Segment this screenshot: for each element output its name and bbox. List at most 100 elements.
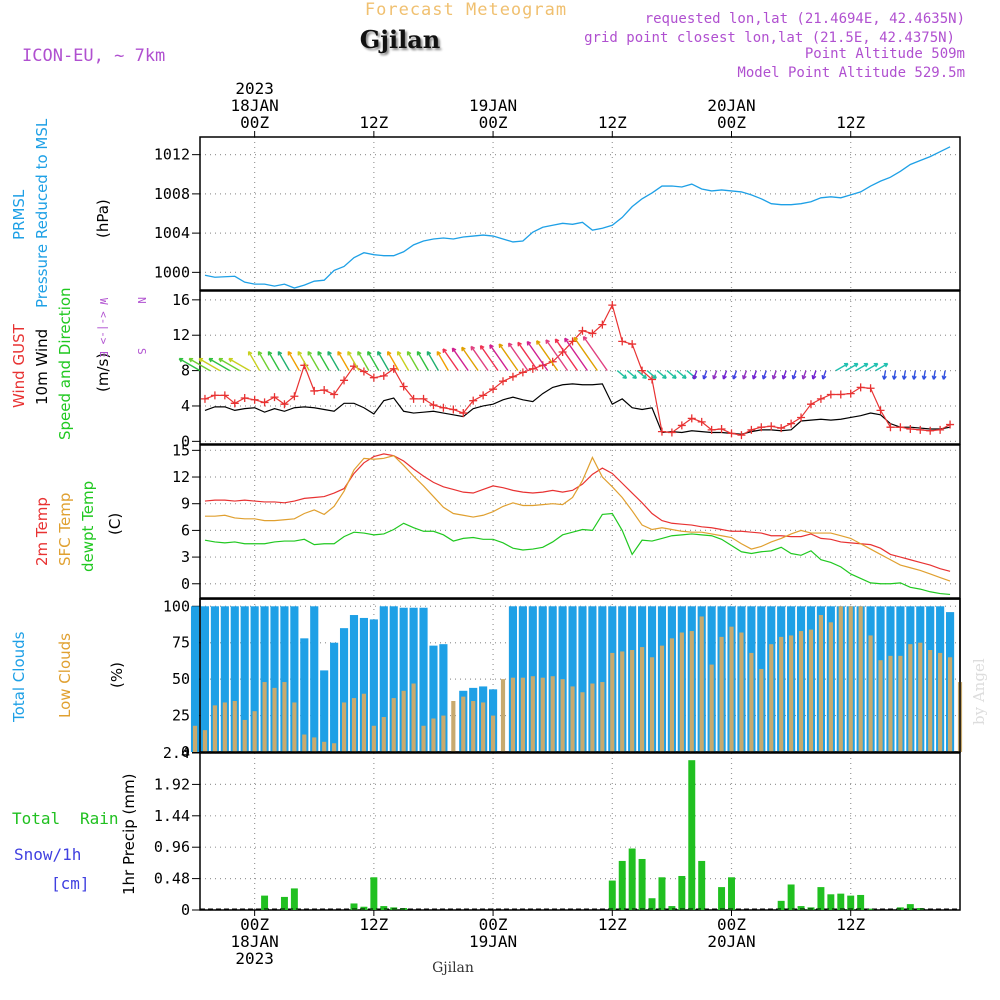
y-tick-label: 9 <box>181 495 190 513</box>
total-cloud-bar <box>220 606 229 752</box>
rain-bar <box>380 906 388 910</box>
low-cloud-bar <box>202 730 208 752</box>
low-cloud-bar <box>391 698 396 752</box>
low-cloud-bar <box>500 679 506 752</box>
wind-direction-arrow <box>702 370 708 380</box>
top-time-label: 00Z <box>240 113 269 132</box>
plot-area: 1000100410081012048121603691215025507510… <box>10 79 963 968</box>
total-cloud-bar <box>230 606 239 752</box>
gust-marker <box>290 392 299 401</box>
gust-marker <box>806 400 815 409</box>
model-label: ICON-EU, ~ 7km <box>22 46 165 66</box>
gust-marker <box>429 401 438 410</box>
low-cloud-bar <box>749 652 754 752</box>
wind-speed-line <box>204 383 951 435</box>
gust-marker <box>866 384 875 393</box>
wind-direction-arrow <box>386 350 400 371</box>
total-cloud-bar <box>330 642 339 752</box>
y-tick-label: 4 <box>181 397 190 415</box>
gust-marker <box>499 377 508 386</box>
point-altitude: Point Altitude 509m <box>805 46 965 62</box>
rain-bar <box>360 906 368 910</box>
total-cloud-bar <box>409 607 418 752</box>
bottom-time-label: 12Z <box>836 915 865 934</box>
low-cloud-bar <box>858 606 863 752</box>
panel-frame-top <box>199 598 961 753</box>
gust-marker <box>310 386 319 395</box>
total-cloud-bar <box>210 606 219 752</box>
temp-line-0 <box>204 453 951 572</box>
compass-n: N <box>135 297 148 304</box>
wind-direction-arrow <box>751 370 757 380</box>
low-cloud-bar <box>540 677 545 752</box>
low-cloud-bar <box>471 701 476 752</box>
low-cloud-bar <box>828 622 833 752</box>
wind-direction-arrow <box>865 362 879 372</box>
y-tick-label: 16 <box>172 291 190 309</box>
wind-direction-arrow <box>582 335 608 371</box>
gust-marker <box>697 417 706 426</box>
gust-marker <box>797 413 806 422</box>
low-cloud-bar <box>222 702 227 752</box>
y-tick-label: 0 <box>181 743 190 761</box>
low-cloud-bar <box>769 644 774 752</box>
ylabel-percent: (%) <box>108 662 126 688</box>
ylabel-hpa: (hPa) <box>94 199 112 238</box>
wind-direction-arrow <box>931 370 937 380</box>
gust-marker <box>449 405 458 414</box>
rain-bar <box>718 887 726 910</box>
wind-direction-arrow <box>545 339 569 371</box>
gust-marker <box>210 391 219 400</box>
wind-direction-arrow <box>426 350 440 371</box>
wind-direction-arrow <box>267 350 281 371</box>
gust-marker <box>717 424 726 433</box>
model-altitude: Model Point Altitude 529.5m <box>737 65 965 81</box>
gust-marker <box>926 426 935 435</box>
rain-bar <box>847 895 855 910</box>
y-tick-label: 1004 <box>154 224 190 242</box>
gust-marker <box>777 424 786 433</box>
top-time-label: 12Z <box>359 113 388 132</box>
legend-cm: [cm] <box>51 874 90 893</box>
low-cloud-bar <box>431 718 436 752</box>
wind-gust-line <box>204 303 951 436</box>
low-cloud-bar <box>947 657 953 752</box>
gust-marker <box>320 386 329 395</box>
low-cloud-bar <box>649 657 655 752</box>
low-cloud-bar <box>709 664 714 752</box>
low-cloud-bar <box>838 606 843 752</box>
bottom-time-label: 00Z <box>479 915 508 934</box>
low-cloud-bar <box>212 705 217 752</box>
total-cloud-bar <box>240 606 249 752</box>
low-cloud-bar <box>411 683 416 752</box>
low-cloud-bar <box>401 690 406 752</box>
wind-direction-arrow <box>712 370 718 380</box>
low-cloud-bar <box>252 711 257 752</box>
low-cloud-bar <box>789 635 794 752</box>
wind-direction-arrow <box>626 370 638 379</box>
wind-direction-arrow <box>666 370 677 379</box>
wind-direction-arrow <box>791 370 797 380</box>
y-tick-label: 15 <box>172 441 190 459</box>
gust-marker <box>389 364 398 373</box>
wind-direction-arrow <box>416 350 430 371</box>
low-cloud-bar <box>659 645 665 752</box>
gust-marker <box>379 371 388 380</box>
footer-location: Gjilan <box>432 960 474 976</box>
gust-marker <box>330 390 339 399</box>
wind-direction-arrow <box>479 344 499 371</box>
wind-direction-arrow <box>526 340 549 371</box>
total-cloud-bar <box>290 606 299 752</box>
wind-direction-arrow <box>536 340 559 371</box>
gust-marker <box>399 382 408 391</box>
total-cloud-bar <box>379 606 388 752</box>
low-cloud-bar <box>848 606 853 752</box>
wind-direction-arrow <box>554 338 579 371</box>
gust-marker <box>409 394 418 403</box>
total-cloud-bar <box>558 606 567 752</box>
rain-bar <box>350 903 358 910</box>
rain-bar <box>777 900 785 910</box>
wind-direction-arrow <box>564 337 589 371</box>
total-cloud-bar <box>250 606 259 752</box>
